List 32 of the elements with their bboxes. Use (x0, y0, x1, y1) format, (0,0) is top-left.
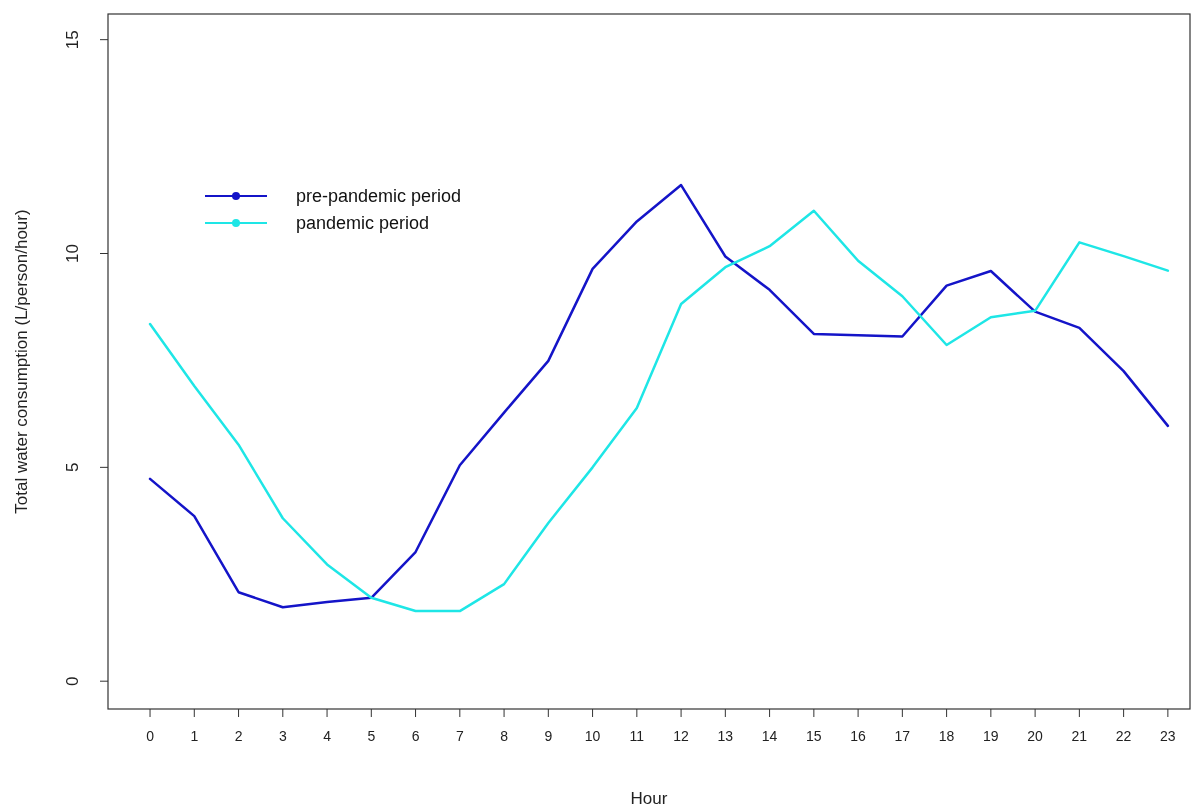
x-tick-label: 9 (544, 728, 553, 744)
x-tick-label: 2 (234, 728, 243, 744)
y-axis-title: Total water consumption (L/person/hour) (12, 209, 31, 514)
x-tick-label: 4 (323, 728, 332, 744)
x-tick-label: 0 (146, 728, 155, 744)
x-tick-label: 20 (1027, 728, 1044, 744)
x-tick-label: 18 (938, 728, 955, 744)
x-tick-label: 23 (1160, 728, 1176, 744)
x-tick-label: 17 (894, 728, 911, 744)
x-tick-label: 8 (500, 728, 509, 744)
x-tick-label: 12 (673, 728, 690, 744)
x-axis-title: Hour (630, 789, 668, 808)
x-tick-label: 14 (761, 728, 778, 744)
x-tick-label: 16 (850, 728, 867, 744)
x-tick-label: 19 (983, 728, 999, 744)
x-tick-label: 6 (411, 728, 420, 744)
legend-label: pre-pandemic period (296, 186, 462, 206)
x-tick-label: 5 (367, 728, 376, 744)
x-tick-label: 1 (190, 728, 199, 744)
legend-label: pandemic period (296, 213, 430, 233)
x-tick-label: 11 (629, 728, 645, 744)
x-tick-label: 13 (717, 728, 734, 744)
y-tick-label: 15 (63, 30, 82, 50)
x-tick-label: 7 (455, 728, 464, 744)
x-tick-label: 15 (806, 728, 822, 744)
y-tick-label: 10 (63, 244, 82, 263)
x-tick-label: 3 (278, 728, 287, 744)
x-tick-label: 10 (584, 728, 601, 744)
x-tick-label: 22 (1115, 728, 1132, 744)
y-tick-label: 5 (63, 462, 82, 473)
x-tick-label: 21 (1071, 728, 1088, 744)
y-tick-label: 0 (63, 676, 82, 686)
